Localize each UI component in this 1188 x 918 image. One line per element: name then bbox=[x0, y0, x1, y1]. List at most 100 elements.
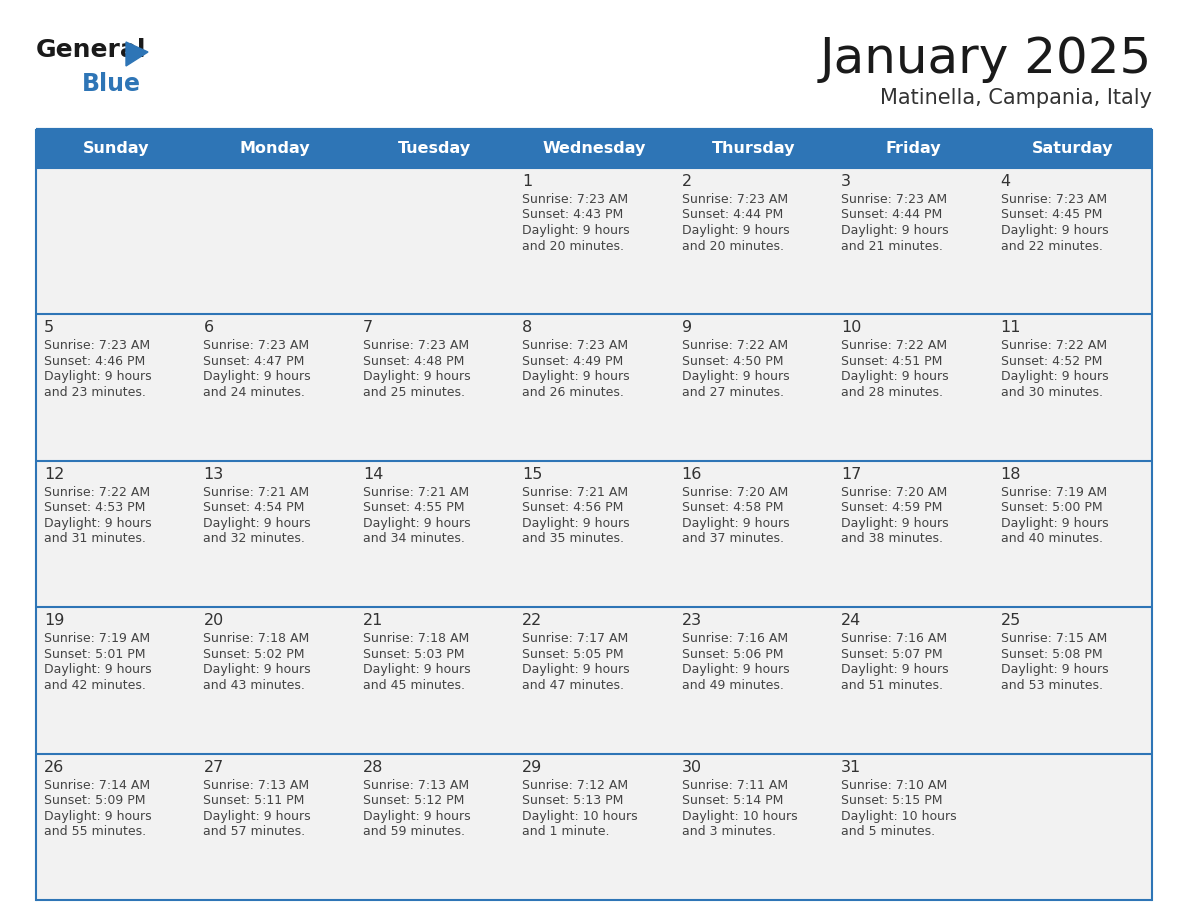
Text: Sunset: 5:02 PM: Sunset: 5:02 PM bbox=[203, 648, 305, 661]
Text: Sunrise: 7:21 AM: Sunrise: 7:21 AM bbox=[203, 486, 310, 498]
FancyBboxPatch shape bbox=[355, 168, 514, 314]
Text: Daylight: 9 hours: Daylight: 9 hours bbox=[841, 517, 949, 530]
Text: Sunrise: 7:18 AM: Sunrise: 7:18 AM bbox=[203, 633, 310, 645]
FancyBboxPatch shape bbox=[833, 130, 992, 168]
Text: 19: 19 bbox=[44, 613, 64, 628]
Text: Sunrise: 7:23 AM: Sunrise: 7:23 AM bbox=[523, 193, 628, 206]
FancyBboxPatch shape bbox=[992, 130, 1152, 168]
FancyBboxPatch shape bbox=[514, 314, 674, 461]
FancyBboxPatch shape bbox=[36, 168, 196, 314]
Text: and 38 minutes.: and 38 minutes. bbox=[841, 532, 943, 545]
Text: 15: 15 bbox=[523, 466, 543, 482]
Text: Sunset: 4:46 PM: Sunset: 4:46 PM bbox=[44, 355, 145, 368]
Text: Daylight: 9 hours: Daylight: 9 hours bbox=[523, 370, 630, 384]
Text: Sunrise: 7:23 AM: Sunrise: 7:23 AM bbox=[1000, 193, 1107, 206]
Text: Sunrise: 7:20 AM: Sunrise: 7:20 AM bbox=[682, 486, 788, 498]
FancyBboxPatch shape bbox=[196, 461, 355, 607]
Text: Sunset: 4:45 PM: Sunset: 4:45 PM bbox=[1000, 208, 1102, 221]
Text: Sunrise: 7:10 AM: Sunrise: 7:10 AM bbox=[841, 778, 947, 791]
Text: Sunset: 4:58 PM: Sunset: 4:58 PM bbox=[682, 501, 783, 514]
Text: Daylight: 9 hours: Daylight: 9 hours bbox=[1000, 517, 1108, 530]
Text: 25: 25 bbox=[1000, 613, 1020, 628]
FancyBboxPatch shape bbox=[674, 314, 833, 461]
FancyBboxPatch shape bbox=[36, 461, 196, 607]
Text: 30: 30 bbox=[682, 759, 702, 775]
Text: Blue: Blue bbox=[82, 72, 141, 96]
Text: 6: 6 bbox=[203, 320, 214, 335]
Polygon shape bbox=[126, 42, 148, 66]
Text: Sunset: 4:59 PM: Sunset: 4:59 PM bbox=[841, 501, 942, 514]
FancyBboxPatch shape bbox=[674, 461, 833, 607]
Text: Sunset: 4:52 PM: Sunset: 4:52 PM bbox=[1000, 355, 1102, 368]
FancyBboxPatch shape bbox=[196, 314, 355, 461]
FancyBboxPatch shape bbox=[674, 607, 833, 754]
Text: January 2025: January 2025 bbox=[820, 35, 1152, 83]
FancyBboxPatch shape bbox=[196, 754, 355, 900]
Text: Sunset: 5:14 PM: Sunset: 5:14 PM bbox=[682, 794, 783, 807]
Text: Sunrise: 7:19 AM: Sunrise: 7:19 AM bbox=[1000, 486, 1107, 498]
Text: Saturday: Saturday bbox=[1031, 141, 1113, 156]
Text: and 42 minutes.: and 42 minutes. bbox=[44, 678, 146, 691]
Text: and 27 minutes.: and 27 minutes. bbox=[682, 386, 784, 399]
Text: Tuesday: Tuesday bbox=[398, 141, 472, 156]
FancyBboxPatch shape bbox=[992, 168, 1152, 314]
Text: Daylight: 9 hours: Daylight: 9 hours bbox=[203, 517, 311, 530]
FancyBboxPatch shape bbox=[674, 130, 833, 168]
Text: 14: 14 bbox=[362, 466, 384, 482]
Text: Sunrise: 7:23 AM: Sunrise: 7:23 AM bbox=[362, 340, 469, 353]
Text: Sunrise: 7:18 AM: Sunrise: 7:18 AM bbox=[362, 633, 469, 645]
Text: Daylight: 9 hours: Daylight: 9 hours bbox=[682, 224, 789, 237]
Text: General: General bbox=[36, 38, 146, 62]
Text: and 24 minutes.: and 24 minutes. bbox=[203, 386, 305, 399]
Text: Sunset: 5:06 PM: Sunset: 5:06 PM bbox=[682, 648, 783, 661]
Text: Sunset: 4:47 PM: Sunset: 4:47 PM bbox=[203, 355, 305, 368]
Text: Daylight: 9 hours: Daylight: 9 hours bbox=[523, 224, 630, 237]
Text: Sunrise: 7:14 AM: Sunrise: 7:14 AM bbox=[44, 778, 150, 791]
Text: 23: 23 bbox=[682, 613, 702, 628]
Text: and 49 minutes.: and 49 minutes. bbox=[682, 678, 784, 691]
Text: 16: 16 bbox=[682, 466, 702, 482]
FancyBboxPatch shape bbox=[514, 461, 674, 607]
Text: and 40 minutes.: and 40 minutes. bbox=[1000, 532, 1102, 545]
Text: Sunrise: 7:22 AM: Sunrise: 7:22 AM bbox=[682, 340, 788, 353]
Text: and 5 minutes.: and 5 minutes. bbox=[841, 825, 935, 838]
FancyBboxPatch shape bbox=[674, 168, 833, 314]
Text: Friday: Friday bbox=[885, 141, 941, 156]
FancyBboxPatch shape bbox=[355, 461, 514, 607]
Text: and 1 minute.: and 1 minute. bbox=[523, 825, 609, 838]
Text: Daylight: 9 hours: Daylight: 9 hours bbox=[682, 370, 789, 384]
FancyBboxPatch shape bbox=[833, 461, 992, 607]
Text: and 55 minutes.: and 55 minutes. bbox=[44, 825, 146, 838]
Text: Daylight: 9 hours: Daylight: 9 hours bbox=[841, 224, 949, 237]
Text: Sunset: 4:44 PM: Sunset: 4:44 PM bbox=[682, 208, 783, 221]
Text: Daylight: 9 hours: Daylight: 9 hours bbox=[841, 370, 949, 384]
Text: and 23 minutes.: and 23 minutes. bbox=[44, 386, 146, 399]
Text: and 32 minutes.: and 32 minutes. bbox=[203, 532, 305, 545]
Text: Daylight: 9 hours: Daylight: 9 hours bbox=[1000, 224, 1108, 237]
Text: and 43 minutes.: and 43 minutes. bbox=[203, 678, 305, 691]
Text: and 20 minutes.: and 20 minutes. bbox=[523, 240, 624, 252]
Text: and 22 minutes.: and 22 minutes. bbox=[1000, 240, 1102, 252]
Text: Sunrise: 7:23 AM: Sunrise: 7:23 AM bbox=[44, 340, 150, 353]
Text: and 57 minutes.: and 57 minutes. bbox=[203, 825, 305, 838]
Text: and 59 minutes.: and 59 minutes. bbox=[362, 825, 465, 838]
Text: 7: 7 bbox=[362, 320, 373, 335]
Text: Sunrise: 7:15 AM: Sunrise: 7:15 AM bbox=[1000, 633, 1107, 645]
Text: 31: 31 bbox=[841, 759, 861, 775]
Text: 18: 18 bbox=[1000, 466, 1020, 482]
Text: Sunset: 4:50 PM: Sunset: 4:50 PM bbox=[682, 355, 783, 368]
FancyBboxPatch shape bbox=[355, 130, 514, 168]
FancyBboxPatch shape bbox=[355, 754, 514, 900]
Text: Sunrise: 7:23 AM: Sunrise: 7:23 AM bbox=[682, 193, 788, 206]
Text: 3: 3 bbox=[841, 174, 851, 189]
FancyBboxPatch shape bbox=[514, 754, 674, 900]
Text: Daylight: 9 hours: Daylight: 9 hours bbox=[44, 517, 152, 530]
FancyBboxPatch shape bbox=[992, 314, 1152, 461]
Text: Sunset: 5:00 PM: Sunset: 5:00 PM bbox=[1000, 501, 1102, 514]
Text: Sunrise: 7:21 AM: Sunrise: 7:21 AM bbox=[362, 486, 469, 498]
Text: Sunset: 4:48 PM: Sunset: 4:48 PM bbox=[362, 355, 465, 368]
FancyBboxPatch shape bbox=[36, 754, 196, 900]
Text: 9: 9 bbox=[682, 320, 691, 335]
Text: Daylight: 9 hours: Daylight: 9 hours bbox=[203, 370, 311, 384]
FancyBboxPatch shape bbox=[992, 607, 1152, 754]
